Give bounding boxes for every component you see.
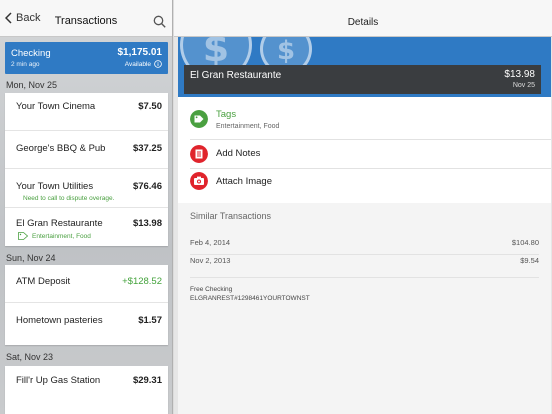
transaction-tags-text: Entertainment, Food xyxy=(32,232,91,240)
transaction-name: Your Town Utilities xyxy=(16,181,94,192)
page-title: Transactions xyxy=(54,15,118,27)
transaction-row[interactable]: Fill'r Up Gas Station $29.31 xyxy=(5,366,168,406)
divider xyxy=(190,139,551,140)
transaction-name: Fill'r Up Gas Station xyxy=(16,375,101,386)
transaction-info: Free Checking ELGRANREST#1298461YOURTOWN… xyxy=(190,285,310,303)
back-label: Back xyxy=(16,12,41,24)
day-header: Sat, Nov 23 xyxy=(6,352,54,362)
merchant-date: Nov 25 xyxy=(512,82,535,89)
tag-icon xyxy=(190,110,208,128)
similar-amount: $9.54 xyxy=(520,256,539,265)
transaction-row[interactable]: Your Town Utilities $76.46 Need to call … xyxy=(5,169,168,208)
info-memo: ELGRANREST#1298461YOURTOWNST xyxy=(190,295,310,302)
account-name: Checking xyxy=(11,48,51,59)
search-icon[interactable] xyxy=(153,15,166,28)
tags-value: Entertainment, Food xyxy=(216,123,280,130)
camera-icon xyxy=(190,172,208,190)
account-summary[interactable]: Checking $1,175.01 2 min ago Available xyxy=(5,42,168,74)
transaction-amount: $13.98 xyxy=(132,218,162,229)
transaction-row[interactable]: ATM Deposit +$128.52 xyxy=(5,265,168,303)
day-card: Fill'r Up Gas Station $29.31 xyxy=(5,366,168,414)
tags-row[interactable]: Tags Entertainment, Food xyxy=(178,105,551,137)
transaction-row[interactable]: Hometown pasteries $1.57 xyxy=(5,303,168,345)
transactions-header: Back Transactions xyxy=(0,0,172,37)
chevron-left-icon xyxy=(5,12,12,24)
details-panel: Tags Entertainment, Food Add Notes Attac… xyxy=(178,97,551,414)
transaction-name: ATM Deposit xyxy=(16,276,71,287)
transaction-row[interactable]: George's BBQ & Pub $37.25 xyxy=(5,131,168,169)
similar-transactions: Similar Transactions Feb 4, 2014 $104.80… xyxy=(178,203,551,414)
account-balance: $1,175.01 xyxy=(117,47,163,58)
transaction-name: Your Town Cinema xyxy=(16,101,96,112)
merchant-name: El Gran Restaurante xyxy=(190,70,282,81)
merchant-summary: El Gran Restaurante $13.98 Nov 25 xyxy=(184,65,541,94)
transaction-amount: $7.50 xyxy=(138,101,162,112)
add-notes-label: Add Notes xyxy=(216,148,261,159)
transaction-amount: $76.46 xyxy=(132,181,162,192)
similar-title: Similar Transactions xyxy=(190,211,272,221)
info-account: Free Checking xyxy=(190,286,233,293)
details-pane: Details $ $ El Gran Restaurante $13.98 N… xyxy=(174,0,552,414)
similar-date: Feb 4, 2014 xyxy=(190,238,231,247)
similar-row[interactable]: Feb 4, 2014 $104.80 xyxy=(190,238,539,248)
day-header: Sun, Nov 24 xyxy=(6,253,56,263)
transaction-row[interactable]: El Gran Restaurante $13.98 Entertainment… xyxy=(5,208,168,246)
day-card: Your Town Cinema $7.50 George's BBQ & Pu… xyxy=(5,93,168,246)
attach-image-button[interactable]: Attach Image xyxy=(178,169,551,197)
details-header: Details xyxy=(174,0,552,37)
divider xyxy=(190,254,539,255)
transaction-amount: +$128.52 xyxy=(122,276,162,287)
back-button[interactable]: Back xyxy=(5,12,40,24)
tag-icon xyxy=(18,232,28,240)
similar-amount: $104.80 xyxy=(511,238,539,247)
transaction-amount: $29.31 xyxy=(132,375,162,386)
add-notes-button[interactable]: Add Notes xyxy=(178,140,551,168)
merchant-amount: $13.98 xyxy=(504,69,535,80)
day-header: Mon, Nov 25 xyxy=(6,80,58,90)
transaction-amount: $1.57 xyxy=(138,315,162,326)
available-label: Available xyxy=(125,60,162,68)
day-card: ATM Deposit +$128.52 Hometown pasteries … xyxy=(5,265,168,345)
transaction-name: El Gran Restaurante xyxy=(16,218,103,229)
transaction-note: Need to call to dispute overage. xyxy=(23,195,115,202)
transactions-pane: Back Transactions Checking $1,175.01 2 m… xyxy=(0,0,173,414)
divider xyxy=(190,168,551,169)
divider xyxy=(190,277,539,278)
notes-icon xyxy=(190,145,208,163)
similar-date: Nov 2, 2013 xyxy=(190,256,231,265)
details-title: Details xyxy=(347,17,379,28)
transaction-amount: $37.25 xyxy=(132,143,162,154)
transaction-name: George's BBQ & Pub xyxy=(16,143,106,154)
transaction-tags: Entertainment, Food xyxy=(18,232,91,240)
info-icon[interactable] xyxy=(154,60,162,68)
transaction-row[interactable]: Your Town Cinema $7.50 xyxy=(5,93,168,131)
similar-row[interactable]: Nov 2, 2013 $9.54 xyxy=(190,256,539,266)
account-updated: 2 min ago xyxy=(11,61,40,68)
tags-label: Tags xyxy=(216,109,237,120)
available-text: Available xyxy=(124,60,151,68)
attach-image-label: Attach Image xyxy=(216,176,272,187)
transaction-name: Hometown pasteries xyxy=(16,315,103,326)
